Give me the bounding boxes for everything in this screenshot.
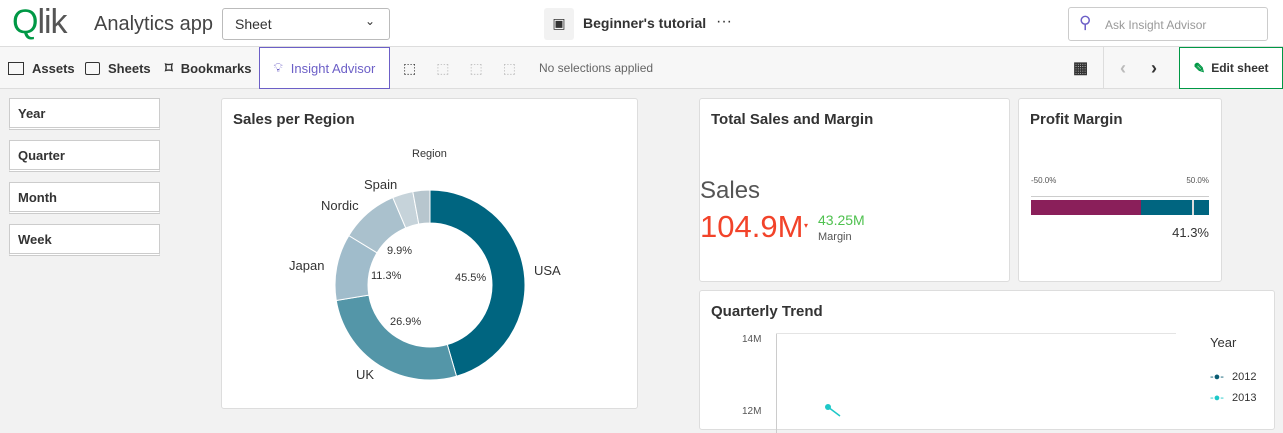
sheet-dropdown-label: Sheet: [235, 16, 272, 32]
more-options-button[interactable]: ···: [716, 13, 732, 30]
step-back-icon[interactable]: ⬚: [436, 59, 450, 76]
filter-quarter[interactable]: Quarter: [9, 140, 160, 172]
insight-advisor-label: Insight Advisor: [290, 60, 376, 76]
smart-search-icon[interactable]: ⬚: [403, 59, 417, 76]
bookmark-icon: ⌑: [165, 60, 173, 77]
pct-japan: 11.3%: [371, 270, 402, 282]
label-usa: USA: [534, 263, 561, 278]
kpi-main-value: 104.9M: [700, 209, 804, 244]
label-spain: Spain: [364, 177, 398, 192]
gridline: [776, 333, 1176, 334]
lightbulb-icon: 💡︎: [273, 60, 283, 75]
next-sheet-button[interactable]: ›: [1151, 57, 1157, 78]
series-2013-point: [825, 404, 831, 410]
gauge-value: 41.3%: [1172, 225, 1209, 240]
legend-title: Year: [1210, 335, 1237, 350]
gauge-max: 50.0%: [1186, 176, 1209, 185]
profit-margin-card[interactable]: Profit Margin -50.0% 50.0% 41.3%: [1018, 98, 1222, 282]
card-title: Profit Margin: [1030, 111, 1123, 128]
pct-usa: 45.5%: [455, 272, 487, 284]
sheet-dropdown[interactable]: Sheet ⌄: [222, 8, 390, 40]
legend-title: Region: [412, 148, 447, 160]
total-sales-margin-card[interactable]: Total Sales and Margin Sales 104.9M ▾ 43…: [699, 98, 1010, 282]
label-nordic: Nordic: [321, 198, 359, 213]
previous-sheet-button[interactable]: ‹: [1120, 57, 1126, 78]
legend-label: 2012: [1231, 371, 1257, 383]
sheet-title: Beginner's tutorial: [583, 15, 707, 31]
qlik-logo[interactable]: Qlik: [12, 3, 68, 41]
label-uk: UK: [356, 367, 375, 382]
legend-item-2013[interactable]: -●- 2013: [1210, 392, 1256, 404]
clear-selections-icon[interactable]: ⬚: [502, 59, 516, 76]
slice-other: [412, 189, 431, 225]
kpi-sub-value: 43.25M: [818, 212, 865, 228]
bookmarks-label: Bookmarks: [180, 60, 252, 76]
edit-sheet-button[interactable]: ✎ Edit sheet: [1179, 47, 1283, 89]
assets-icon: [8, 61, 24, 75]
sheets-label: Sheets: [108, 60, 151, 76]
label-japan: Japan: [289, 258, 325, 273]
donut-chart[interactable]: [222, 99, 639, 410]
trend-plot: [825, 404, 841, 417]
slice-uk: [335, 294, 458, 381]
top-bar: Qlik Analytics app Sheet ⌄ ▣ Beginner's t…: [0, 0, 1283, 47]
legend-marker: -●-: [1210, 371, 1224, 383]
slice-usa: [429, 189, 526, 377]
insight-advisor-button[interactable]: 💡︎ Insight Advisor: [259, 47, 390, 89]
filter-month[interactable]: Month: [9, 182, 160, 214]
selections-status: No selections applied: [539, 61, 654, 75]
y-tick-12m: 12M: [742, 406, 762, 417]
legend-label: 2013: [1231, 392, 1257, 404]
assets-label: Assets: [32, 60, 75, 76]
sheet-icon[interactable]: ▣: [544, 8, 574, 40]
app-title: Analytics app: [94, 13, 213, 35]
legend-item-2012[interactable]: -●- 2012: [1210, 371, 1256, 383]
gauge-axis: [1031, 196, 1209, 197]
edit-sheet-label: Edit sheet: [1211, 61, 1269, 75]
card-title: Quarterly Trend: [711, 303, 823, 320]
card-title: Total Sales and Margin: [711, 111, 874, 128]
pct-uk: 26.9%: [390, 316, 422, 328]
grid-icon[interactable]: ▦: [1073, 60, 1089, 77]
step-forward-icon[interactable]: ⬚: [469, 59, 483, 76]
divider: [1103, 47, 1104, 89]
quarterly-trend-card[interactable]: Quarterly Trend 14M 12M Year -●- 2012 -●-…: [699, 290, 1275, 433]
sheets-button[interactable]: Sheets: [85, 47, 151, 89]
search-icon: ⚲: [1079, 13, 1092, 32]
card-title: Sales per Region: [233, 111, 355, 128]
assets-button[interactable]: Assets: [8, 47, 75, 89]
gauge-marker: [1192, 200, 1194, 215]
search-placeholder: Ask Insight Advisor: [1105, 18, 1207, 32]
sales-per-region-card[interactable]: Sales per Region Region USA UK Japan Nor…: [221, 98, 638, 409]
arrow-down-icon: ▾: [804, 221, 809, 230]
pct-nordic: 9.9%: [387, 245, 413, 257]
gauge-positive-bar: [1141, 200, 1209, 215]
kpi-main-label: Sales: [700, 177, 761, 204]
legend-marker: -●-: [1210, 392, 1224, 404]
insight-search-input[interactable]: ⚲ Ask Insight Advisor: [1068, 7, 1268, 41]
kpi-sub-label: Margin: [818, 231, 852, 243]
gauge-negative-bar: [1031, 200, 1141, 215]
filter-week[interactable]: Week: [9, 224, 160, 256]
bookmarks-button[interactable]: ⌑ Bookmarks: [165, 47, 252, 89]
sheets-icon: [85, 61, 100, 75]
pencil-icon: ✎: [1193, 59, 1206, 76]
chevron-down-icon: ⌄: [364, 14, 375, 28]
toolbar: Assets Sheets ⌑ Bookmarks 💡︎ Insight Advis…: [0, 47, 1283, 89]
gauge-min: -50.0%: [1031, 176, 1057, 185]
y-tick-14m: 14M: [742, 334, 762, 345]
filter-year[interactable]: Year: [9, 98, 160, 130]
y-axis: [776, 333, 777, 433]
